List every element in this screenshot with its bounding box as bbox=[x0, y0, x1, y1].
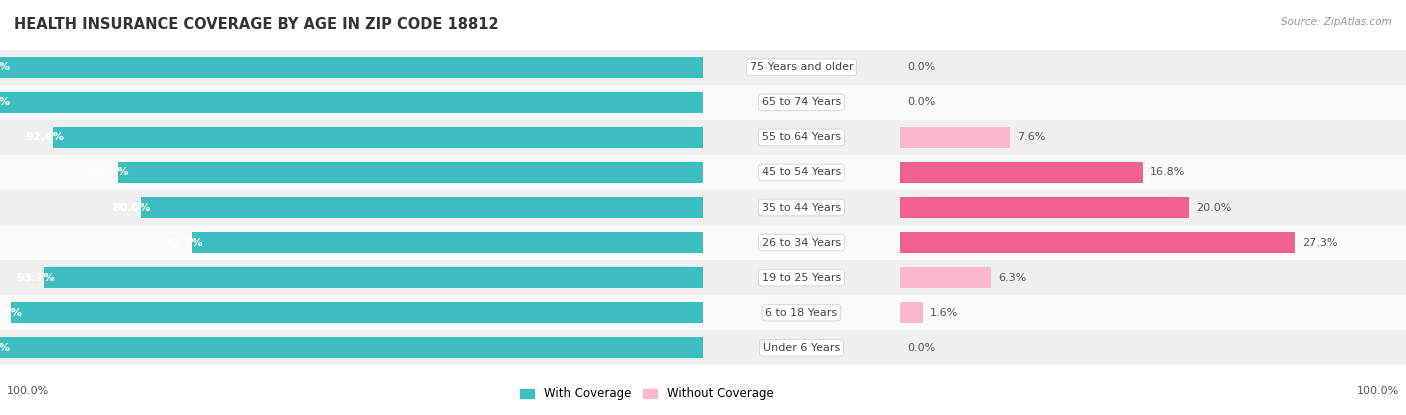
Text: 100.0%: 100.0% bbox=[0, 343, 10, 353]
Bar bbox=[191, 232, 703, 253]
Bar bbox=[11, 302, 703, 323]
Text: 27.3%: 27.3% bbox=[1302, 237, 1337, 247]
Text: 55 to 64 Years: 55 to 64 Years bbox=[762, 132, 841, 142]
Text: 93.7%: 93.7% bbox=[17, 273, 55, 283]
Text: 100.0%: 100.0% bbox=[1357, 386, 1399, 396]
Text: HEALTH INSURANCE COVERAGE BY AGE IN ZIP CODE 18812: HEALTH INSURANCE COVERAGE BY AGE IN ZIP … bbox=[14, 17, 499, 32]
Bar bbox=[0, 330, 1406, 365]
Bar bbox=[900, 232, 1295, 253]
Bar bbox=[118, 162, 703, 183]
Text: 1.6%: 1.6% bbox=[931, 308, 959, 317]
Bar bbox=[53, 127, 703, 148]
Text: 72.7%: 72.7% bbox=[165, 237, 202, 247]
Bar bbox=[0, 85, 1406, 120]
Text: 35 to 44 Years: 35 to 44 Years bbox=[762, 203, 841, 212]
Bar bbox=[0, 57, 703, 78]
Bar bbox=[900, 267, 991, 288]
Legend: With Coverage, Without Coverage: With Coverage, Without Coverage bbox=[516, 383, 778, 405]
Bar bbox=[0, 155, 1406, 190]
Bar bbox=[0, 330, 1406, 365]
Bar bbox=[0, 337, 703, 358]
Text: 100.0%: 100.0% bbox=[7, 386, 49, 396]
Bar bbox=[0, 225, 1406, 260]
Bar bbox=[0, 295, 1406, 330]
Bar bbox=[0, 225, 1406, 260]
Bar bbox=[0, 190, 1406, 225]
Bar bbox=[0, 120, 1406, 155]
Bar bbox=[900, 197, 1189, 218]
Bar bbox=[0, 120, 1406, 155]
Text: 7.6%: 7.6% bbox=[1017, 132, 1045, 142]
Text: 0.0%: 0.0% bbox=[907, 62, 935, 72]
Text: 65 to 74 Years: 65 to 74 Years bbox=[762, 98, 841, 107]
Bar bbox=[900, 127, 1010, 148]
Bar bbox=[0, 260, 1406, 295]
Bar bbox=[0, 295, 1406, 330]
Bar bbox=[0, 85, 1406, 120]
Bar bbox=[0, 330, 1406, 365]
Bar bbox=[0, 85, 1406, 120]
Bar bbox=[900, 162, 1143, 183]
Text: Under 6 Years: Under 6 Years bbox=[763, 343, 839, 353]
Bar bbox=[0, 50, 1406, 85]
Text: 0.0%: 0.0% bbox=[907, 343, 935, 353]
Bar bbox=[0, 225, 1406, 260]
Text: 6 to 18 Years: 6 to 18 Years bbox=[765, 308, 838, 317]
Text: 75 Years and older: 75 Years and older bbox=[749, 62, 853, 72]
Bar bbox=[0, 92, 703, 113]
Text: Source: ZipAtlas.com: Source: ZipAtlas.com bbox=[1281, 17, 1392, 27]
Text: 80.0%: 80.0% bbox=[112, 203, 152, 212]
Text: 6.3%: 6.3% bbox=[998, 273, 1026, 283]
Text: 26 to 34 Years: 26 to 34 Years bbox=[762, 237, 841, 247]
Bar bbox=[0, 190, 1406, 225]
Text: 92.4%: 92.4% bbox=[25, 132, 63, 142]
Text: 20.0%: 20.0% bbox=[1197, 203, 1232, 212]
Bar bbox=[141, 197, 703, 218]
Bar bbox=[0, 295, 1406, 330]
Bar bbox=[0, 260, 1406, 295]
Bar bbox=[0, 50, 1406, 85]
Bar bbox=[0, 120, 1406, 155]
Text: 100.0%: 100.0% bbox=[0, 98, 10, 107]
Text: 45 to 54 Years: 45 to 54 Years bbox=[762, 168, 841, 178]
Bar bbox=[0, 155, 1406, 190]
Bar bbox=[0, 50, 1406, 85]
Text: 19 to 25 Years: 19 to 25 Years bbox=[762, 273, 841, 283]
Bar bbox=[0, 260, 1406, 295]
Text: 100.0%: 100.0% bbox=[0, 62, 10, 72]
Bar bbox=[44, 267, 703, 288]
Text: 0.0%: 0.0% bbox=[907, 98, 935, 107]
Bar bbox=[900, 302, 922, 323]
Text: 98.4%: 98.4% bbox=[0, 308, 21, 317]
Bar bbox=[0, 155, 1406, 190]
Text: 16.8%: 16.8% bbox=[1150, 168, 1185, 178]
Bar bbox=[0, 190, 1406, 225]
Text: 83.2%: 83.2% bbox=[90, 168, 129, 178]
